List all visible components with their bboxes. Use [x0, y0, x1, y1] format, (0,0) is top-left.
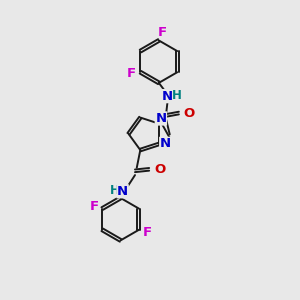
- Text: O: O: [154, 163, 165, 176]
- Text: N: N: [155, 112, 167, 125]
- Text: H: H: [172, 89, 182, 102]
- Text: F: F: [89, 200, 98, 213]
- Text: F: F: [158, 26, 167, 39]
- Text: O: O: [184, 107, 195, 120]
- Text: H: H: [110, 184, 119, 197]
- Text: N: N: [160, 137, 171, 150]
- Text: N: N: [117, 185, 128, 198]
- Text: F: F: [142, 226, 152, 239]
- Text: N: N: [162, 90, 173, 103]
- Text: F: F: [127, 67, 136, 80]
